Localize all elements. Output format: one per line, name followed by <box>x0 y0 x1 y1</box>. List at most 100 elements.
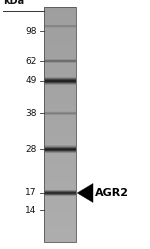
Bar <box>44 143 76 144</box>
Bar <box>44 160 76 161</box>
Bar <box>44 35 76 36</box>
Bar <box>44 200 76 201</box>
Bar <box>44 240 76 241</box>
Bar <box>44 179 76 180</box>
Bar <box>44 205 76 206</box>
Bar <box>44 76 76 77</box>
Bar <box>44 58 76 59</box>
Bar <box>44 25 76 26</box>
Bar <box>44 134 76 135</box>
Bar <box>44 195 76 196</box>
Bar <box>44 25 76 26</box>
Bar <box>44 191 76 192</box>
Bar <box>44 49 76 50</box>
Bar <box>44 224 76 225</box>
Bar <box>44 38 76 39</box>
Bar <box>44 130 76 131</box>
Bar <box>44 152 76 153</box>
Bar <box>44 201 76 202</box>
Bar <box>44 31 76 32</box>
Bar <box>44 114 76 115</box>
Bar <box>44 77 76 78</box>
Bar <box>44 214 76 215</box>
Bar <box>44 83 76 84</box>
Bar <box>44 239 76 240</box>
Bar <box>44 192 76 193</box>
Text: 14: 14 <box>25 206 37 215</box>
Bar <box>44 137 76 138</box>
Bar <box>44 178 76 179</box>
Bar <box>44 17 76 18</box>
Bar <box>44 27 76 28</box>
Bar <box>44 139 76 140</box>
Polygon shape <box>77 184 93 202</box>
Bar <box>44 166 76 167</box>
Bar <box>44 237 76 238</box>
Bar <box>44 181 76 182</box>
Bar <box>44 83 76 84</box>
Bar <box>44 121 76 122</box>
Bar <box>44 35 76 36</box>
Bar <box>44 119 76 120</box>
Bar <box>44 180 76 181</box>
Bar <box>44 78 76 79</box>
Bar <box>44 47 76 48</box>
Bar <box>44 196 76 197</box>
Bar <box>44 147 76 148</box>
Bar <box>44 195 76 196</box>
Bar <box>44 208 76 209</box>
Bar <box>44 19 76 20</box>
Bar <box>44 216 76 217</box>
Bar <box>44 100 76 101</box>
Bar <box>44 125 76 126</box>
Bar <box>44 112 76 113</box>
Bar <box>44 29 76 30</box>
Bar <box>44 192 76 193</box>
Bar <box>44 175 76 176</box>
Bar <box>44 63 76 64</box>
Bar <box>44 104 76 105</box>
Bar <box>44 92 76 93</box>
Bar <box>44 191 76 192</box>
Text: AGR2: AGR2 <box>94 188 129 198</box>
Bar <box>44 226 76 228</box>
Bar <box>44 82 76 83</box>
Bar <box>44 66 76 67</box>
Bar <box>44 59 76 60</box>
Bar <box>44 23 76 24</box>
Bar <box>44 93 76 94</box>
Bar <box>44 193 76 194</box>
Bar <box>44 207 76 208</box>
Text: 28: 28 <box>25 145 37 154</box>
Bar <box>44 230 76 231</box>
Bar <box>44 13 76 14</box>
Bar <box>44 190 76 191</box>
Bar <box>44 137 76 138</box>
Bar <box>44 32 76 33</box>
Bar <box>44 78 76 79</box>
Bar <box>44 111 76 112</box>
Bar <box>44 150 76 151</box>
Text: kDa: kDa <box>3 0 24 6</box>
Bar <box>44 101 76 102</box>
Bar <box>44 113 76 114</box>
Bar <box>44 95 76 96</box>
Bar <box>44 194 76 195</box>
Bar <box>44 42 76 43</box>
Bar <box>44 199 76 200</box>
Bar <box>44 106 76 107</box>
Bar <box>44 132 76 133</box>
Bar <box>44 98 76 99</box>
Bar <box>44 192 76 193</box>
Bar <box>44 151 76 152</box>
Bar <box>44 111 76 112</box>
Bar <box>44 99 76 100</box>
Bar <box>44 53 76 54</box>
Bar <box>44 62 76 63</box>
Bar <box>44 24 76 25</box>
Bar <box>44 218 76 219</box>
Bar <box>44 27 76 28</box>
Bar <box>44 238 76 239</box>
Bar <box>44 81 76 82</box>
Bar <box>44 83 76 84</box>
